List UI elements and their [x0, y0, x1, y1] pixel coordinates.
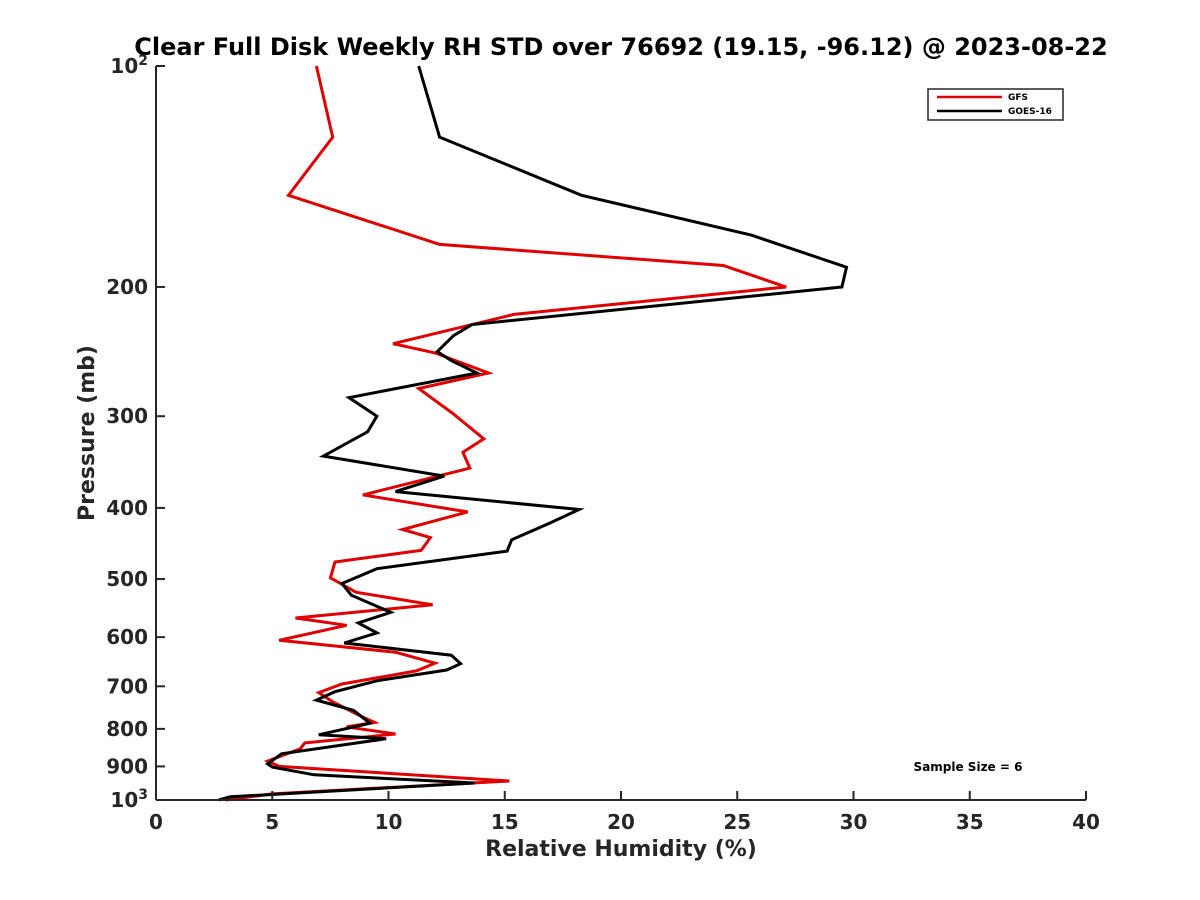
y-tick-label-power: 102 [110, 53, 148, 78]
y-tick-label: 800 [106, 717, 148, 741]
y-tick-label: 700 [106, 674, 148, 698]
y-tick-label: 300 [106, 404, 148, 428]
x-tick-label: 20 [607, 810, 635, 834]
x-axis-label: Relative Humidity (%) [485, 837, 757, 862]
y-tick-label: 500 [106, 567, 148, 591]
legend-items: GFS GOES-16 [937, 93, 1052, 117]
x-tick-label: 15 [491, 810, 519, 834]
chart-title: Clear Full Disk Weekly RH STD over 76692… [134, 33, 1107, 61]
y-tick-label: 600 [106, 625, 148, 649]
x-tick-label: 30 [840, 810, 868, 834]
y-tick-label: 200 [106, 275, 148, 299]
y-tick-label-power: 103 [110, 787, 148, 812]
y-ticks: 200 300 400 500 600 700 800 900 102 103 [106, 53, 165, 812]
x-ticks: 0 5 10 15 20 25 30 35 40 [149, 791, 1100, 834]
y-axis-label: Pressure (mb) [75, 345, 100, 521]
y-tick-label: 900 [106, 754, 148, 778]
sample-size-annotation: Sample Size = 6 [914, 760, 1023, 774]
legend-label: GFS [1008, 93, 1028, 103]
series-line-goes-16 [218, 65, 849, 802]
legend-label: GOES-16 [1008, 107, 1052, 117]
x-tick-label: 40 [1072, 810, 1100, 834]
x-tick-label: 35 [956, 810, 984, 834]
x-tick-label: 5 [265, 810, 279, 834]
y-tick-label: 400 [106, 496, 148, 520]
series-layer [218, 65, 849, 802]
legend-box [927, 88, 1064, 121]
legend: GFS GOES-16 [927, 88, 1064, 121]
x-tick-label: 10 [375, 810, 403, 834]
x-tick-label: 0 [149, 810, 163, 834]
x-tick-label: 25 [723, 810, 751, 834]
